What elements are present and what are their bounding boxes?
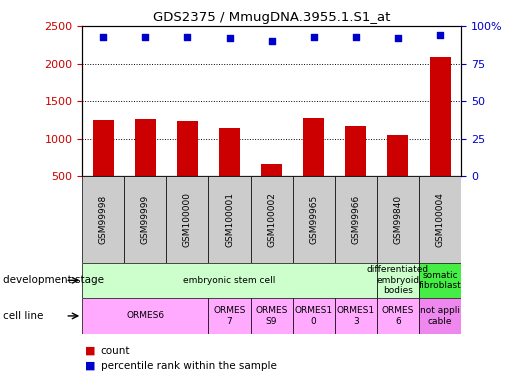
Text: percentile rank within the sample: percentile rank within the sample (101, 361, 277, 370)
Bar (135, 118, 156, 176)
Text: GSM100001: GSM100001 (225, 192, 234, 247)
Text: ORMES
6: ORMES 6 (382, 306, 414, 326)
Text: ■: ■ (85, 346, 95, 355)
Point (436, 32, 444, 38)
Bar (82, 176, 124, 262)
Bar (429, 57, 450, 176)
Text: GSM100002: GSM100002 (267, 192, 276, 247)
Point (310, 34, 318, 40)
Point (225, 35, 234, 41)
Text: GSM99966: GSM99966 (351, 195, 360, 244)
Title: GDS2375 / MmugDNA.3955.1.S1_at: GDS2375 / MmugDNA.3955.1.S1_at (153, 11, 390, 24)
Bar (93, 120, 114, 176)
Text: GSM100004: GSM100004 (436, 192, 445, 247)
Bar (377, 176, 419, 262)
Point (99, 34, 108, 40)
Bar (208, 176, 251, 262)
Bar (251, 176, 293, 262)
Text: GSM100000: GSM100000 (183, 192, 192, 247)
Text: not appli
cable: not appli cable (420, 306, 460, 326)
Point (351, 34, 360, 40)
Bar (303, 118, 324, 176)
Bar (166, 176, 208, 262)
Bar (82, 298, 208, 334)
Bar (335, 298, 377, 334)
Point (141, 34, 149, 40)
Text: GSM99840: GSM99840 (393, 195, 402, 244)
Text: ORMES
S9: ORMES S9 (255, 306, 288, 326)
Bar (124, 176, 166, 262)
Bar (219, 128, 240, 176)
Text: ORMES1
3: ORMES1 3 (337, 306, 375, 326)
Bar (387, 135, 409, 176)
Text: GSM99999: GSM99999 (141, 195, 150, 244)
Text: count: count (101, 346, 130, 355)
Bar (261, 164, 282, 176)
Bar (377, 298, 419, 334)
Text: ORMES1
0: ORMES1 0 (295, 306, 333, 326)
Text: somatic
fibroblast: somatic fibroblast (419, 271, 462, 290)
Bar (346, 126, 366, 176)
Point (267, 38, 276, 44)
Bar (419, 298, 461, 334)
Bar (377, 262, 419, 298)
Text: GSM99998: GSM99998 (99, 195, 108, 244)
Bar (82, 262, 377, 298)
Bar (293, 176, 335, 262)
Bar (419, 176, 461, 262)
Bar (293, 298, 335, 334)
Bar (208, 298, 251, 334)
Text: embryonic stem cell: embryonic stem cell (183, 276, 276, 285)
Text: differentiated
embryoid
bodies: differentiated embryoid bodies (367, 266, 429, 295)
Point (183, 34, 192, 40)
Bar (177, 121, 198, 176)
Bar (251, 298, 293, 334)
Text: ORMES6: ORMES6 (126, 311, 164, 320)
Bar (419, 262, 461, 298)
Text: cell line: cell line (3, 311, 43, 321)
Text: ■: ■ (85, 361, 95, 370)
Point (394, 35, 402, 41)
Bar (335, 176, 377, 262)
Text: ORMES
7: ORMES 7 (214, 306, 246, 326)
Text: GSM99965: GSM99965 (309, 195, 318, 244)
Text: development stage: development stage (3, 275, 104, 285)
